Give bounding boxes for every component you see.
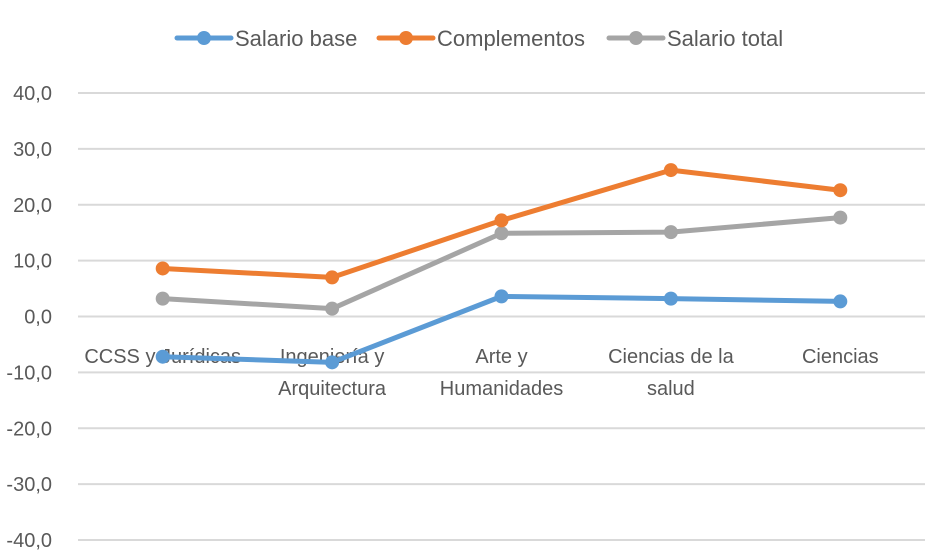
y-tick-label: 0,0 xyxy=(24,307,52,329)
legend-item: Complementos xyxy=(376,26,585,51)
legend-marker-icon xyxy=(399,31,413,45)
y-axis: 40,0 30,0 20,0 10,0 0,0 -10,0 -20,0 -30,0 -40,0 xyxy=(6,83,52,552)
legend-label: Complementos xyxy=(437,26,585,51)
data-point xyxy=(155,261,170,276)
data-point xyxy=(494,226,509,241)
y-tick-label: 10,0 xyxy=(13,251,52,273)
data-point xyxy=(663,291,678,306)
x-category-label: Arte y xyxy=(475,346,527,368)
x-category-label: salud xyxy=(647,378,695,400)
series-lines xyxy=(155,163,848,370)
data-point xyxy=(325,301,340,316)
data-point xyxy=(325,355,340,370)
legend-marker-icon xyxy=(629,31,643,45)
y-tick-label: -30,0 xyxy=(6,474,52,496)
series-salario-base xyxy=(155,289,848,370)
y-tick-label: 30,0 xyxy=(13,139,52,161)
x-axis-labels: CCSS y Jurídicas Ingeniería yArquitectura… xyxy=(84,346,878,400)
series-salario-total xyxy=(155,210,848,316)
legend-label: Salario total xyxy=(667,26,783,51)
gridlines xyxy=(78,92,925,541)
data-point xyxy=(663,225,678,240)
x-category-label: Ciencias xyxy=(802,346,879,368)
y-tick-label: 40,0 xyxy=(13,83,52,105)
legend-label: Salario base xyxy=(235,26,357,51)
series-complementos xyxy=(155,163,848,285)
x-category-label: Humanidades xyxy=(440,378,563,400)
legend-item: Salario total xyxy=(606,26,783,51)
data-point xyxy=(833,294,848,309)
data-point xyxy=(494,289,509,304)
legend-item: Salario base xyxy=(174,26,357,51)
data-point xyxy=(155,291,170,306)
data-point xyxy=(494,213,509,228)
y-tick-label: 20,0 xyxy=(13,195,52,217)
y-tick-label: -40,0 xyxy=(6,530,52,552)
data-point xyxy=(833,183,848,198)
data-point xyxy=(155,349,170,364)
x-category-label: Ciencias de la xyxy=(608,346,735,368)
y-tick-label: -10,0 xyxy=(6,362,52,384)
x-category-label: Arquitectura xyxy=(278,378,387,400)
data-point xyxy=(325,270,340,285)
legend-marker-icon xyxy=(197,31,211,45)
legend: Salario base Complementos Salario total xyxy=(174,26,783,51)
data-point xyxy=(663,163,678,178)
data-point xyxy=(833,210,848,225)
y-tick-label: -20,0 xyxy=(6,418,52,440)
